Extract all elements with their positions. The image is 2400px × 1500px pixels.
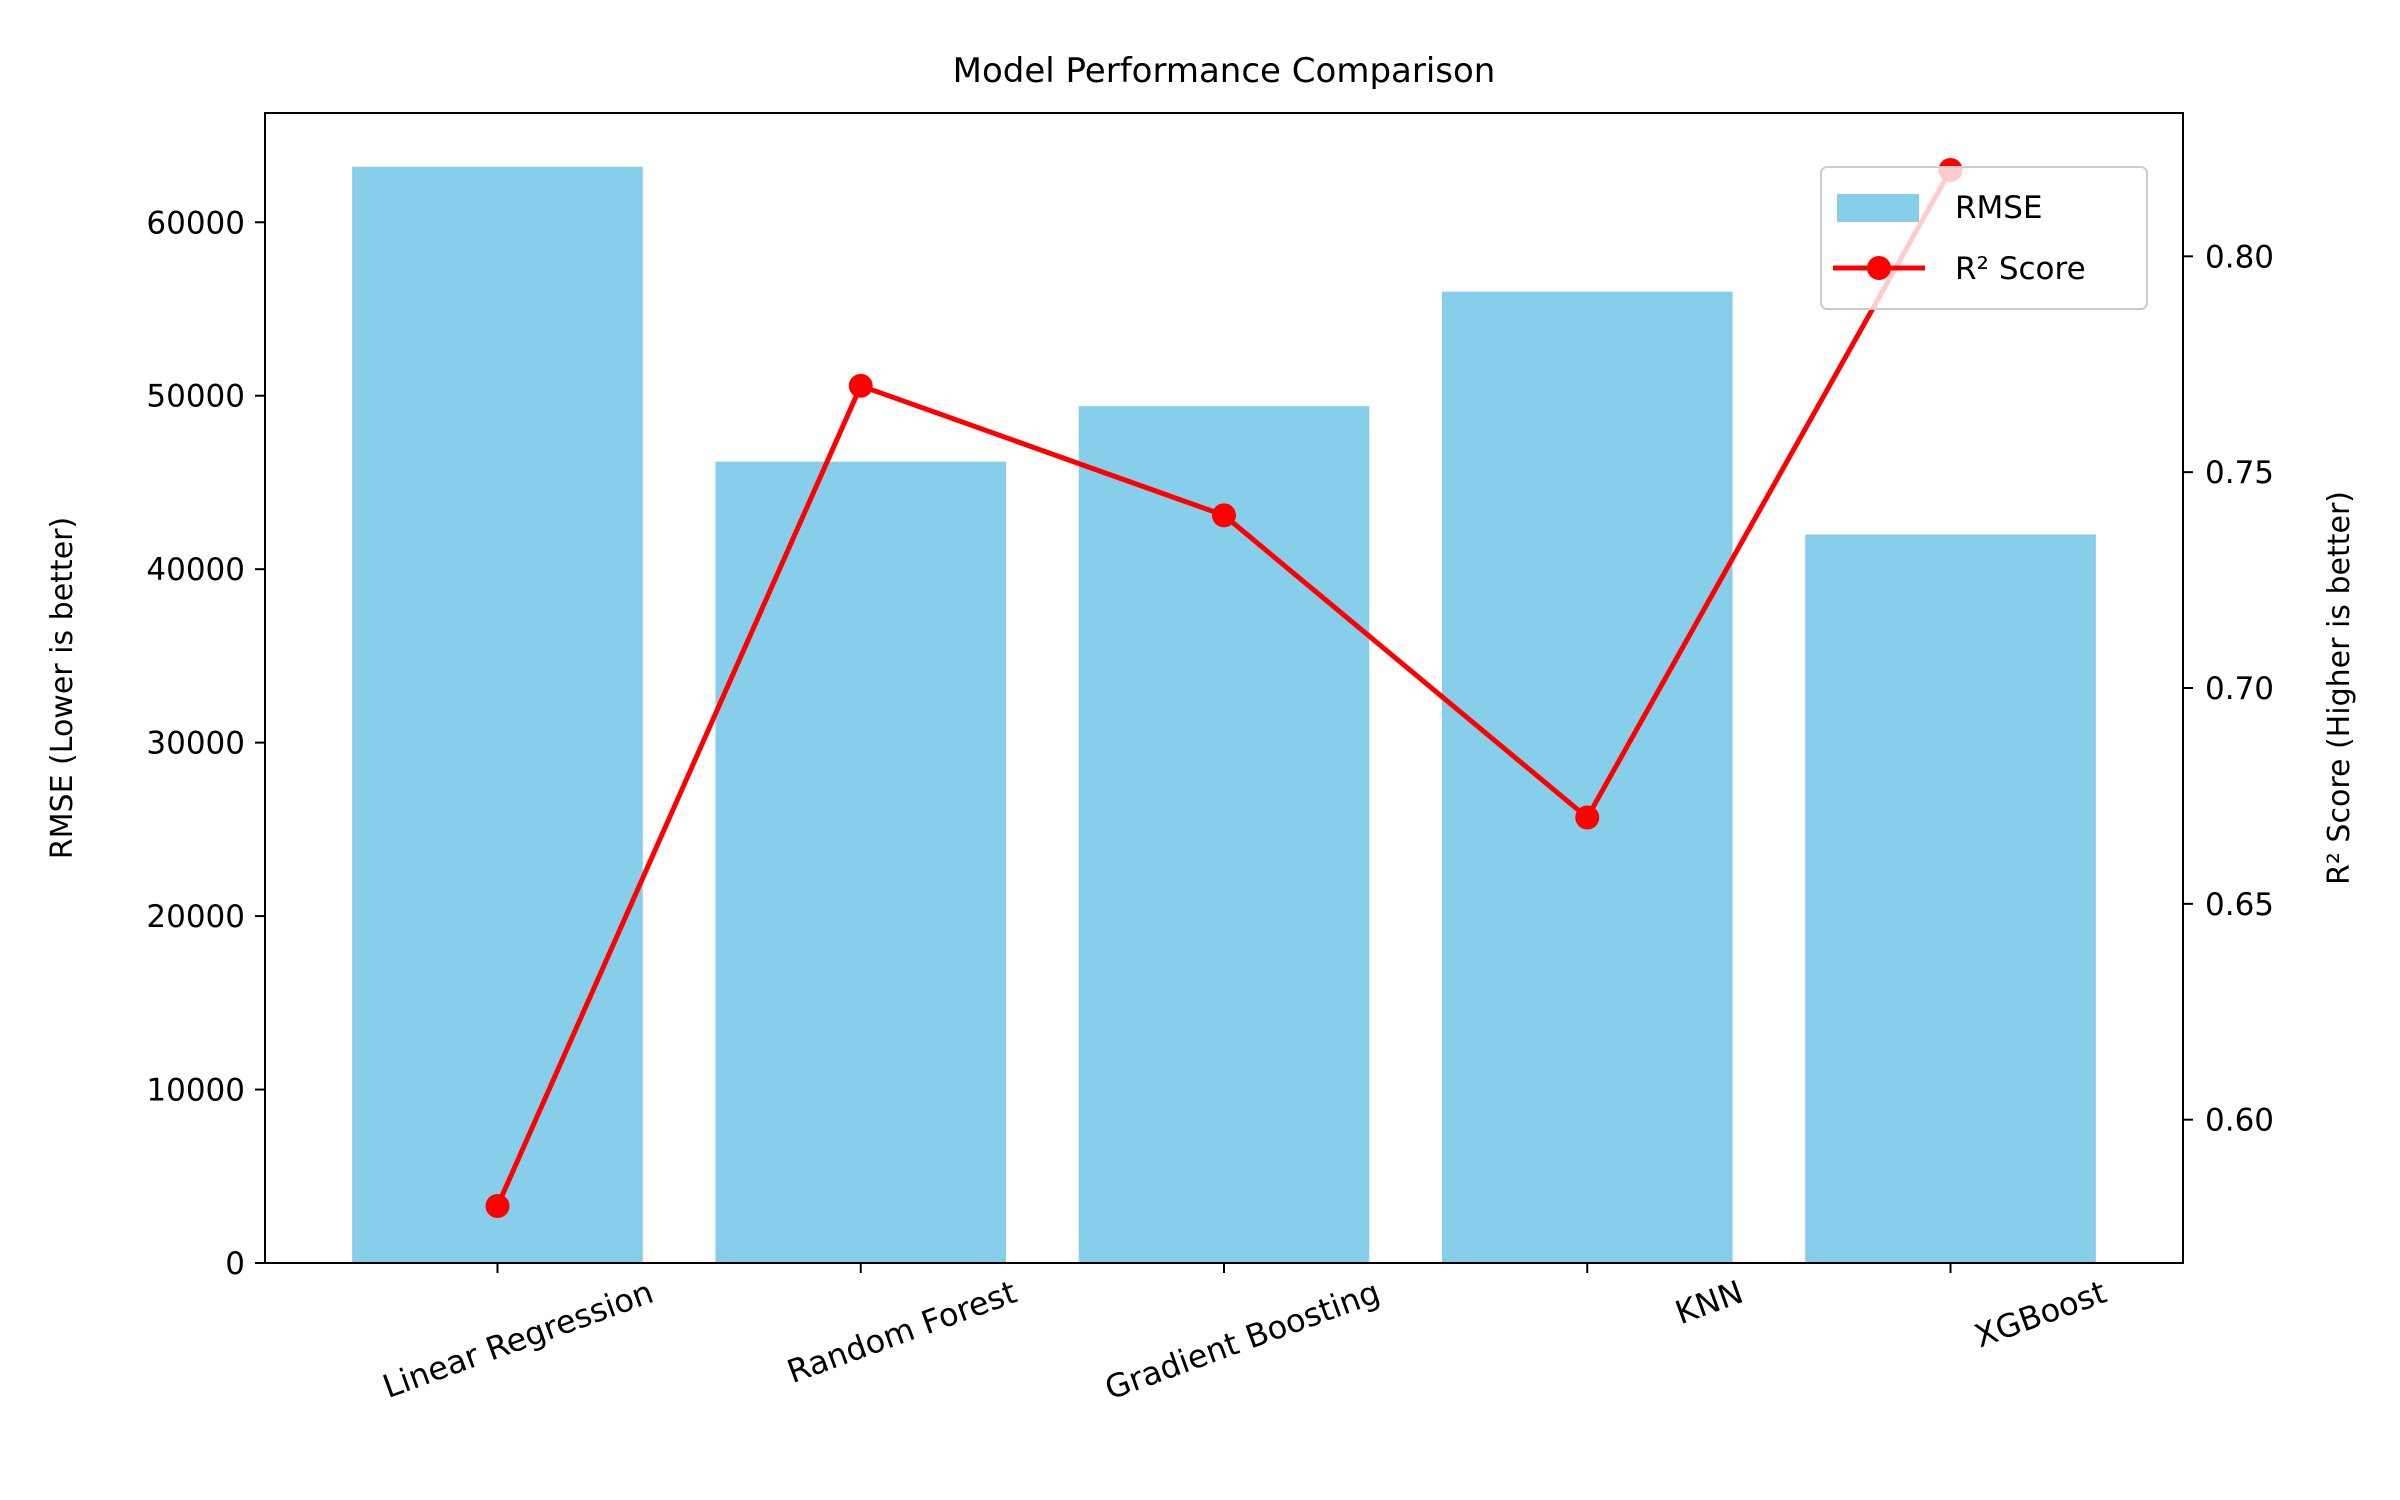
r2-point-random-forest xyxy=(848,373,873,398)
bar-random-forest xyxy=(715,461,1007,1263)
right-tick-label: 0.65 xyxy=(2205,887,2274,923)
left-tick-label: 30000 xyxy=(146,726,245,762)
left-tick-label: 40000 xyxy=(146,552,245,588)
left-tick-label: 0 xyxy=(225,1246,245,1282)
rmse-bars xyxy=(352,166,2096,1264)
right-tick-label: 0.70 xyxy=(2205,671,2274,707)
legend-marker-r2 xyxy=(1867,256,1891,280)
bar-gradient-boosting xyxy=(1078,406,1370,1263)
bar-xgboost xyxy=(1805,534,2096,1263)
right-tick-label: 0.80 xyxy=(2205,239,2274,275)
right-y-axis-label: R² Score (Higher is better) xyxy=(2322,491,2357,885)
right-tick-label: 0.60 xyxy=(2205,1103,2274,1139)
legend-box xyxy=(1820,166,2148,310)
bar-knn xyxy=(1441,291,1733,1264)
left-tick-label: 10000 xyxy=(146,1073,245,1109)
chart-title: Model Performance Comparison xyxy=(953,51,1496,91)
bar-linear-regression xyxy=(352,166,643,1263)
left-y-axis-label: RMSE (Lower is better) xyxy=(45,517,80,859)
legend-label-rmse: RMSE xyxy=(1955,190,2043,226)
left-tick-label: 20000 xyxy=(146,899,245,935)
left-tick-label: 50000 xyxy=(146,379,245,415)
right-tick-label: 0.75 xyxy=(2205,455,2274,491)
legend-label-r2: R² Score xyxy=(1955,251,2086,287)
r2-point-linear-regression xyxy=(485,1194,510,1219)
r2-point-knn xyxy=(1575,805,1600,830)
right-y-axis: 0.60 0.65 0.70 0.75 0.80 xyxy=(2183,239,2274,1139)
legend: RMSE R² Score xyxy=(1820,166,2148,310)
left-y-axis: 0 10000 20000 30000 40000 50000 60000 xyxy=(146,205,265,1282)
left-tick-label: 60000 xyxy=(146,205,245,241)
r2-point-gradient-boosting xyxy=(1212,503,1236,528)
legend-swatch-rmse xyxy=(1837,194,1919,222)
r2-line-series xyxy=(485,157,1963,1219)
